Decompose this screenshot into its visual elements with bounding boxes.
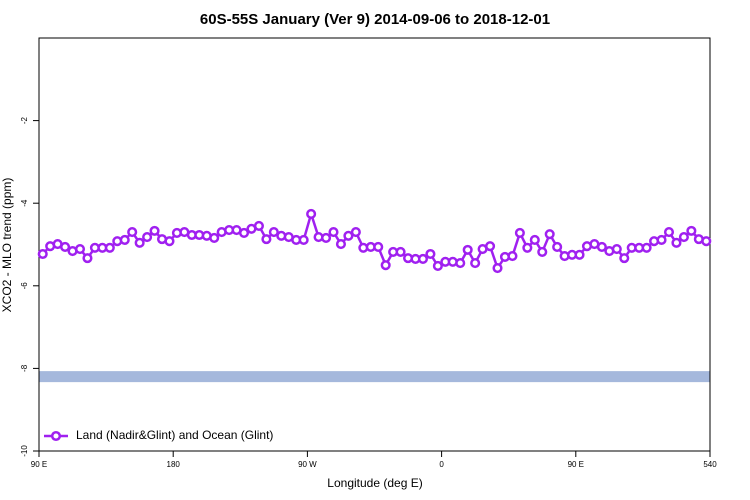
data-point: [678, 232, 689, 243]
data-point: [485, 241, 496, 252]
data-point: [335, 239, 347, 250]
data-point: [522, 242, 533, 253]
data-point: [104, 242, 115, 253]
data-point: [574, 249, 585, 260]
data-point: [320, 232, 332, 243]
data-point: [253, 220, 264, 231]
x-tick-label: 90 E: [31, 460, 47, 469]
data-point: [641, 242, 652, 253]
data-point: [37, 248, 48, 260]
data-point: [671, 237, 682, 248]
chart-title: 60S-55S January (Ver 9) 2014-09-06 to 20…: [200, 11, 550, 28]
data-point: [82, 253, 93, 264]
data-point: [127, 227, 138, 238]
data-point: [656, 234, 667, 246]
y-tick-label: -4: [20, 199, 29, 207]
data-point: [149, 225, 160, 236]
data-point: [395, 246, 406, 257]
data-point: [470, 258, 481, 269]
y-tick-label: -6: [20, 282, 29, 290]
data-point: [663, 227, 675, 238]
data-point: [261, 234, 272, 245]
x-tick-label: 540: [703, 460, 717, 469]
data-point: [373, 241, 384, 253]
data-point: [596, 241, 607, 253]
data-point: [298, 234, 309, 246]
data-point: [537, 246, 548, 257]
data-point: [552, 241, 563, 253]
data-point: [417, 253, 429, 265]
data-point: [343, 230, 354, 241]
data-point: [619, 253, 630, 264]
data-point: [164, 236, 175, 247]
data-point: [514, 227, 525, 238]
data-point: [529, 234, 540, 246]
data-point: [74, 243, 86, 255]
y-axis-label: XCO2 - MLO trend (ppm): [0, 178, 14, 313]
data-point: [134, 237, 145, 248]
data-point: [507, 251, 518, 262]
data-point: [425, 248, 436, 260]
x-tick-label: 0: [439, 460, 444, 469]
data-point: [380, 260, 391, 271]
data-point: [119, 234, 130, 246]
x-tick-label: 90 E: [568, 460, 584, 469]
data-point: [611, 243, 622, 255]
data-point: [142, 232, 153, 243]
x-axis-label: Longitude (deg E): [327, 476, 422, 490]
y-tick-label: -2: [20, 116, 29, 124]
data-point: [544, 229, 555, 240]
data-point: [686, 225, 697, 236]
x-tick-label: 90 W: [298, 460, 317, 469]
data-point: [455, 258, 466, 269]
y-tick-label: -10: [20, 445, 29, 457]
data-point: [328, 227, 339, 238]
y-tick-label: -8: [20, 364, 29, 372]
data-point: [432, 260, 443, 272]
data-point: [350, 227, 361, 238]
data-point: [701, 236, 712, 247]
legend-label: Land (Nadir&Glint) and Ocean (Glint): [76, 428, 273, 442]
legend-marker: [50, 430, 62, 442]
data-point: [209, 232, 220, 243]
data-point: [238, 227, 250, 238]
data-point: [306, 208, 317, 219]
x-tick-label: 180: [167, 460, 181, 469]
data-point: [492, 262, 503, 274]
data-point: [268, 227, 279, 238]
data-point: [60, 241, 71, 253]
data-point: [462, 244, 473, 255]
